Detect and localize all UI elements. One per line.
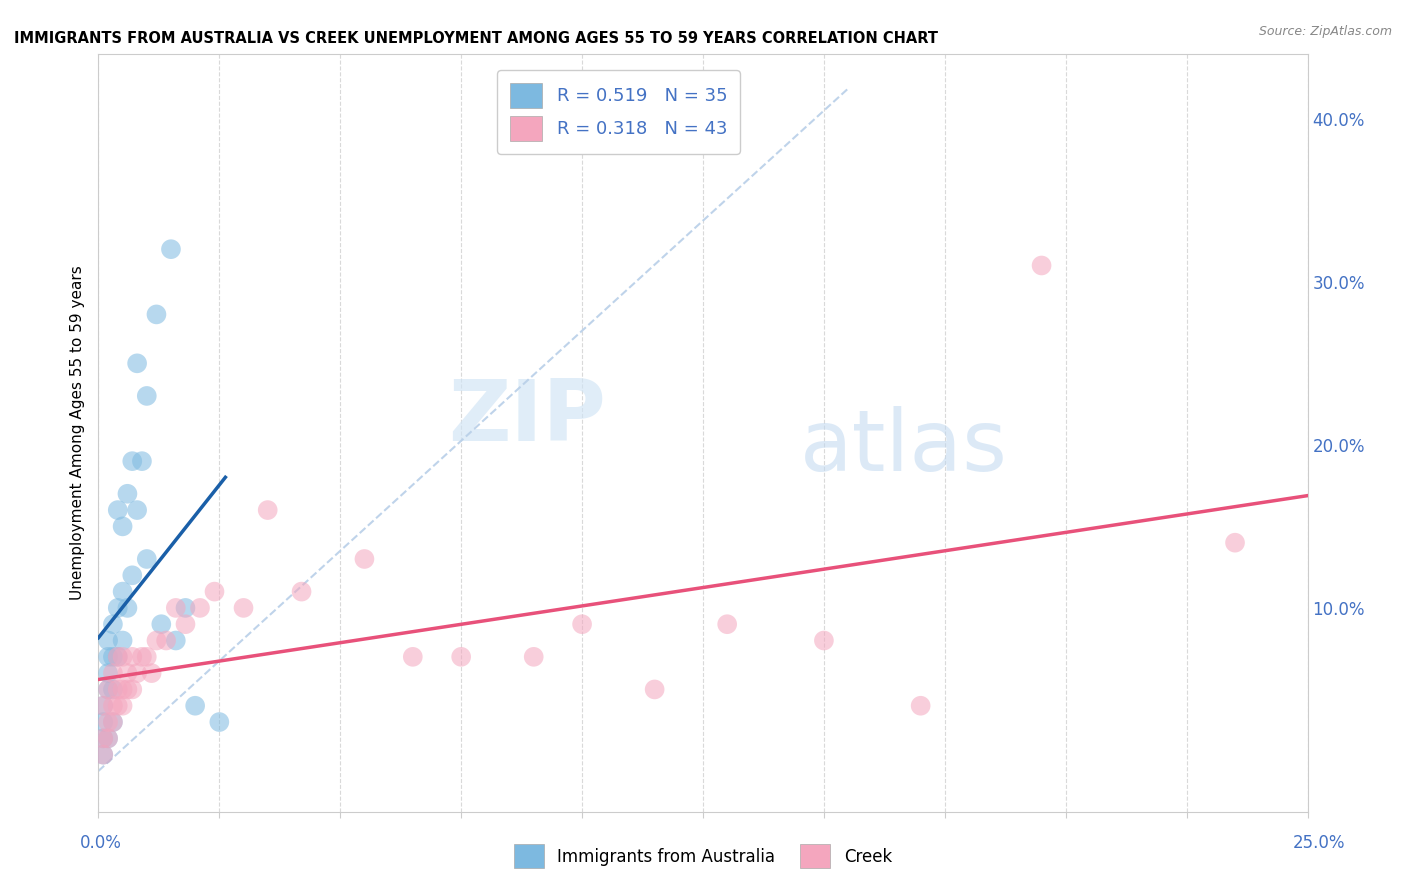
- Point: [101, 714, 124, 729]
- Point: [290, 584, 312, 599]
- Point: [150, 617, 173, 632]
- Point: [91, 731, 114, 746]
- Point: [91, 714, 114, 729]
- Point: [184, 698, 207, 713]
- Point: [101, 714, 124, 729]
- Point: [174, 617, 197, 632]
- Point: [107, 682, 129, 697]
- Point: [135, 389, 157, 403]
- Point: [117, 666, 139, 681]
- Point: [1031, 259, 1053, 273]
- Point: [121, 682, 143, 697]
- Point: [111, 682, 134, 697]
- Point: [117, 487, 139, 501]
- Point: [127, 666, 149, 681]
- Point: [91, 731, 114, 746]
- Point: [97, 682, 120, 697]
- Point: [131, 454, 153, 468]
- Point: [121, 649, 143, 664]
- Point: [121, 568, 143, 582]
- Point: [97, 666, 120, 681]
- Point: [165, 633, 187, 648]
- Legend: Immigrants from Australia, Creek: Immigrants from Australia, Creek: [508, 838, 898, 875]
- Point: [910, 698, 932, 713]
- Point: [644, 682, 666, 697]
- Point: [97, 682, 120, 697]
- Point: [107, 698, 129, 713]
- Text: 25.0%: 25.0%: [1292, 834, 1346, 852]
- Point: [1223, 535, 1246, 549]
- Point: [813, 633, 835, 648]
- Point: [208, 714, 231, 729]
- Point: [160, 242, 183, 256]
- Point: [111, 633, 134, 648]
- Point: [353, 552, 375, 566]
- Point: [256, 503, 278, 517]
- Text: IMMIGRANTS FROM AUSTRALIA VS CREEK UNEMPLOYMENT AMONG AGES 55 TO 59 YEARS CORREL: IMMIGRANTS FROM AUSTRALIA VS CREEK UNEMP…: [14, 31, 938, 46]
- Point: [232, 601, 254, 615]
- Point: [101, 617, 124, 632]
- Point: [111, 698, 134, 713]
- Point: [91, 698, 114, 713]
- Point: [145, 307, 167, 321]
- Point: [97, 633, 120, 648]
- Point: [117, 601, 139, 615]
- Point: [135, 552, 157, 566]
- Legend: R = 0.519   N = 35, R = 0.318   N = 43: R = 0.519 N = 35, R = 0.318 N = 43: [496, 70, 740, 153]
- Text: 0.0%: 0.0%: [80, 834, 122, 852]
- Point: [97, 731, 120, 746]
- Point: [97, 714, 120, 729]
- Point: [107, 601, 129, 615]
- Point: [91, 698, 114, 713]
- Point: [174, 601, 197, 615]
- Point: [111, 649, 134, 664]
- Point: [716, 617, 738, 632]
- Point: [155, 633, 177, 648]
- Point: [402, 649, 425, 664]
- Point: [121, 454, 143, 468]
- Text: atlas: atlas: [800, 406, 1008, 490]
- Point: [107, 649, 129, 664]
- Point: [101, 682, 124, 697]
- Text: ZIP: ZIP: [449, 376, 606, 459]
- Point: [97, 731, 120, 746]
- Point: [107, 503, 129, 517]
- Point: [117, 682, 139, 697]
- Point: [127, 356, 149, 370]
- Point: [101, 666, 124, 681]
- Point: [131, 649, 153, 664]
- Point: [145, 633, 167, 648]
- Point: [107, 649, 129, 664]
- Point: [571, 617, 593, 632]
- Text: Source: ZipAtlas.com: Source: ZipAtlas.com: [1258, 25, 1392, 38]
- Point: [97, 649, 120, 664]
- Point: [101, 698, 124, 713]
- Point: [450, 649, 472, 664]
- Point: [111, 584, 134, 599]
- Point: [523, 649, 546, 664]
- Point: [141, 666, 163, 681]
- Point: [127, 503, 149, 517]
- Point: [135, 649, 157, 664]
- Point: [204, 584, 226, 599]
- Point: [101, 649, 124, 664]
- Y-axis label: Unemployment Among Ages 55 to 59 years: Unemployment Among Ages 55 to 59 years: [69, 265, 84, 600]
- Point: [91, 747, 114, 762]
- Point: [91, 747, 114, 762]
- Point: [188, 601, 211, 615]
- Point: [165, 601, 187, 615]
- Point: [111, 519, 134, 533]
